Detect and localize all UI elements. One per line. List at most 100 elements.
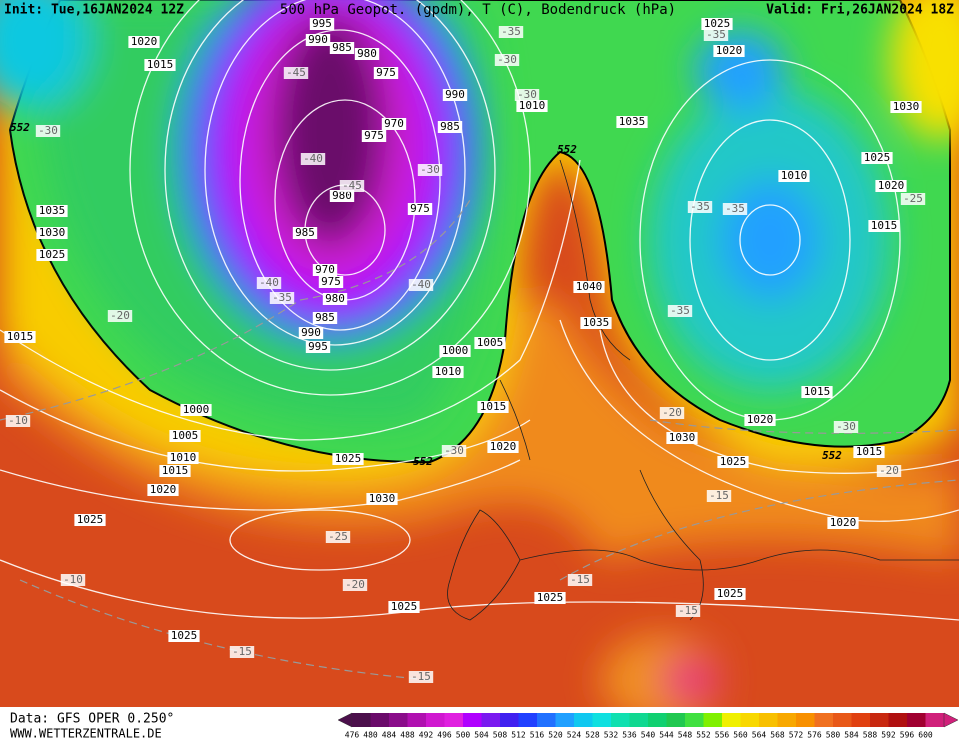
colorbar-label: 488 — [400, 731, 415, 740]
colorbar-label: 568 — [770, 731, 785, 740]
temperature-label: -35 — [670, 304, 690, 317]
isobar-label-box — [36, 249, 68, 261]
isobar-label-box — [373, 67, 399, 79]
colorbar-label: 572 — [789, 731, 804, 740]
isobar-label-box — [169, 430, 201, 442]
isobar-label-box — [744, 414, 776, 426]
isobar-label-box — [713, 45, 745, 57]
colorbar-swatch — [870, 713, 889, 727]
map-field — [0, 0, 959, 707]
temperature-label-box — [417, 164, 443, 176]
colorbar-swatch — [389, 713, 408, 727]
colorbar-label: 512 — [511, 731, 526, 740]
temperature-label-box — [833, 421, 859, 433]
colorbar-arrow-right — [943, 712, 959, 728]
colorbar-label: 508 — [493, 731, 508, 740]
isobar-label-box — [128, 36, 160, 48]
temperature-label: -35 — [272, 291, 292, 304]
isobar-label: 975 — [410, 202, 430, 215]
temperature-label: -30 — [497, 53, 517, 66]
temperature-label: -25 — [903, 192, 923, 205]
colorbar-label: 600 — [918, 731, 933, 740]
temperature-label: -40 — [411, 278, 431, 291]
temperature-label-box — [229, 646, 255, 658]
colorbar: 476 480 484 488 492 496 500 504 508 512 516 520 524 5… — [337, 712, 959, 740]
isobar-label: 975 — [364, 129, 384, 142]
colorbar-label: 500 — [456, 731, 471, 740]
isobar-label-box — [74, 514, 106, 526]
temperature-label-box — [408, 279, 434, 291]
temperature-label: -20 — [879, 464, 899, 477]
isobar-label: 1030 — [669, 431, 696, 444]
colorbar-swatch — [481, 713, 501, 727]
isobar-label-box — [580, 317, 612, 329]
isobar-label-box — [36, 227, 68, 239]
init-time: Init: Tue,16JAN2024 12Z — [4, 3, 184, 18]
isobar-label: 1000 — [183, 403, 210, 416]
colorbar-label: 480 — [363, 731, 378, 740]
isobar-label: 1010 — [781, 169, 808, 182]
isobar-label: 1015 — [804, 385, 831, 398]
isobar-label-box — [407, 203, 433, 215]
temperature-label: -10 — [8, 414, 28, 427]
isobar-label: 995 — [312, 17, 332, 30]
colorbar-swatch — [907, 713, 926, 727]
isobar-label-box — [361, 130, 387, 142]
colorbar-swatch — [611, 713, 630, 727]
colorbar-label: 496 — [437, 731, 452, 740]
isobar-label-box — [437, 121, 463, 133]
isobar-label-box — [534, 592, 566, 604]
isobar-label-box — [701, 18, 733, 30]
isobar-label: 990 — [445, 88, 465, 101]
coastlines — [447, 159, 959, 621]
isobar-label-box — [801, 386, 833, 398]
isobar-label: 1030 — [39, 226, 66, 239]
isobar-label: 1015 — [7, 330, 34, 343]
isobar-label-box — [666, 432, 698, 444]
colorbar-swatch — [796, 713, 815, 727]
temperature-label: -45 — [286, 66, 306, 79]
isobar-label-box — [4, 331, 36, 343]
isobar-label: 985 — [315, 311, 335, 324]
isobar-label-box — [381, 118, 407, 130]
temperature-label-box — [659, 407, 685, 419]
colorbar-label: 544 — [659, 731, 674, 740]
temperature-label: -35 — [706, 28, 726, 41]
isobar-label-box — [477, 401, 509, 413]
isobar-label: 1025 — [864, 151, 891, 164]
temperature-label-box — [498, 26, 524, 38]
isobar-label-box — [309, 18, 335, 30]
colorbar-label: 580 — [826, 731, 841, 740]
height-label: 552 — [10, 121, 30, 134]
colorbar-label: 564 — [752, 731, 767, 740]
colorbar-swatch — [740, 713, 760, 727]
isobar-label-box — [439, 345, 471, 357]
isobar-label: 1015 — [871, 219, 898, 232]
isobar-label-box — [442, 89, 468, 101]
temperature-label: -25 — [328, 530, 348, 543]
isobar-label: 1020 — [830, 516, 857, 529]
site-url: WWW.WETTERZENTRALE.DE — [10, 727, 162, 741]
isobar-label: 975 — [321, 275, 341, 288]
isobar-label-box — [144, 59, 176, 71]
temperature-label: -30 — [444, 444, 464, 457]
temperature-label-box — [342, 579, 368, 591]
colorbar-swatch — [722, 713, 741, 727]
isobar-label: 1015 — [856, 445, 883, 458]
colorbar-swatch — [407, 713, 427, 727]
isobar-label-box — [168, 630, 200, 642]
temperature-label: -20 — [110, 309, 130, 322]
isobar-label: 1015 — [147, 58, 174, 71]
temperature-label-box — [706, 490, 732, 502]
isobar-label: 1030 — [369, 492, 396, 505]
colorbar-swatch — [666, 713, 686, 727]
isobar-label-box — [305, 34, 331, 46]
isobar-label: 1025 — [537, 591, 564, 604]
isobar-label: 1010 — [519, 99, 546, 112]
colorbar-swatch — [703, 713, 723, 727]
isobar-label: 1025 — [39, 248, 66, 261]
isobar-label: 1005 — [172, 429, 199, 442]
isobar-label-box — [388, 601, 420, 613]
colorbar-swatch — [851, 713, 871, 727]
